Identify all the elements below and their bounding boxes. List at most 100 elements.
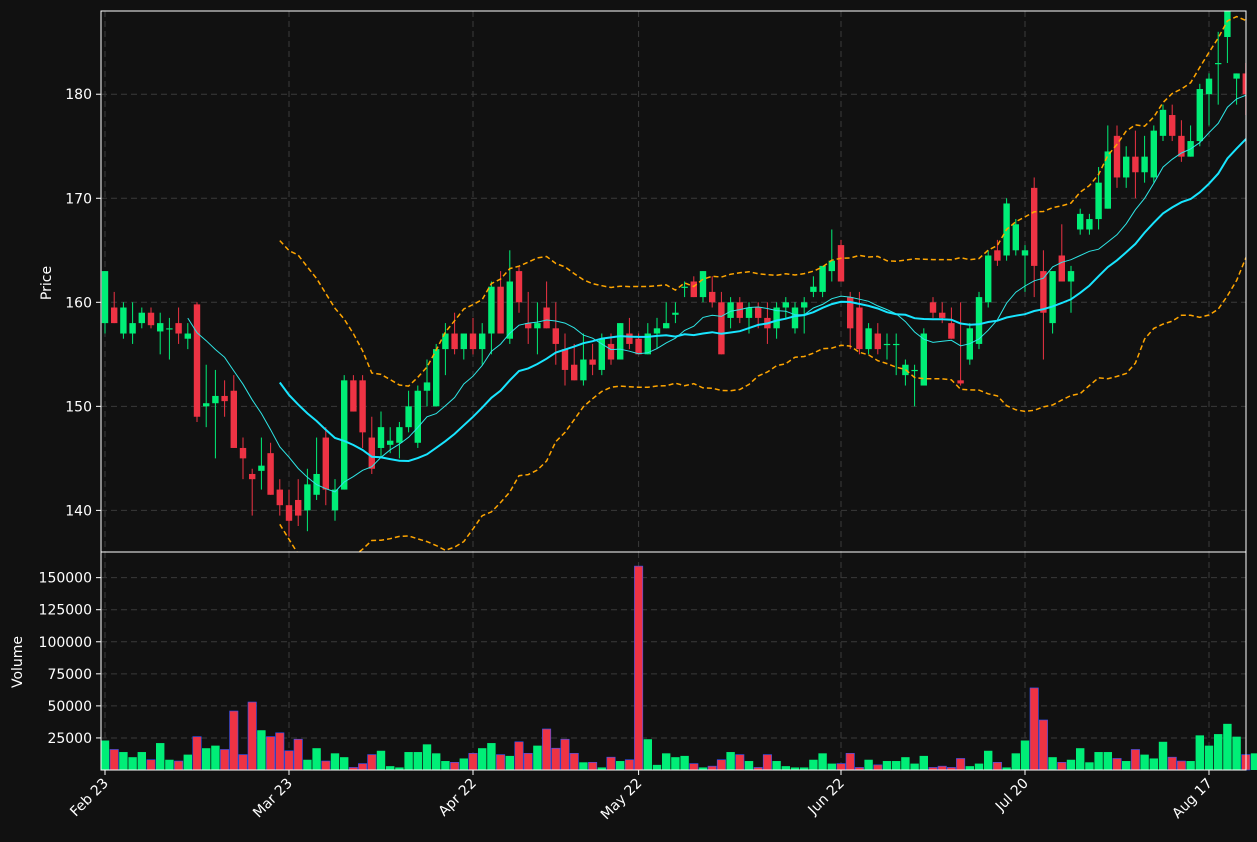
candle-up	[1049, 271, 1056, 324]
volume-bar	[1038, 719, 1048, 771]
volume-bar	[284, 750, 294, 771]
volume-bar	[1094, 752, 1103, 770]
candle-down	[230, 390, 237, 448]
volume-bar	[579, 762, 588, 770]
candle-up	[184, 333, 191, 339]
candle-up	[129, 323, 136, 334]
candle-down	[111, 307, 118, 324]
candle-down	[626, 333, 633, 344]
volume-tick-label: 75000	[47, 667, 92, 683]
candle-up	[1215, 63, 1222, 65]
candle-down	[469, 333, 477, 350]
volume-bar	[560, 738, 570, 771]
volume-bar	[100, 740, 110, 770]
candle-down	[948, 323, 955, 339]
price-tick-label: 180	[65, 87, 92, 103]
candle-up	[1150, 130, 1157, 178]
candle-up	[699, 271, 707, 298]
volume-bar	[634, 565, 644, 771]
volume-bar	[137, 752, 146, 770]
volume-bar	[247, 701, 257, 771]
volume-bar	[404, 752, 413, 770]
volume-bar	[1232, 736, 1241, 770]
candle-up	[920, 333, 927, 386]
candle-up	[580, 359, 587, 381]
candle-down	[249, 473, 256, 480]
volume-bar	[211, 745, 220, 770]
volume-bar	[965, 766, 974, 770]
candle-down	[847, 297, 854, 329]
candle-up	[1086, 219, 1093, 230]
candle-up	[101, 271, 109, 324]
candle-up	[433, 349, 440, 407]
volume-panel-frame	[100, 551, 1247, 771]
volume-bar	[202, 748, 211, 770]
candle-down	[1031, 187, 1038, 266]
volume-bar	[597, 767, 606, 770]
candle-down	[543, 307, 550, 329]
volume-bar	[1122, 761, 1131, 770]
volume-bar	[919, 755, 928, 770]
candle-up	[203, 403, 210, 407]
candle-up	[810, 286, 817, 292]
volume-bar	[624, 759, 634, 771]
price-tick-label: 160	[65, 295, 92, 311]
candle-up	[819, 265, 826, 292]
candle-up	[975, 297, 983, 344]
volume-bar	[827, 763, 836, 770]
moving-average-slow-line	[278, 137, 1246, 463]
candle-up	[341, 380, 348, 490]
candle-up	[1104, 151, 1111, 209]
volume-axis-ticks: 25000 50000 75000 100000 125000 150000	[39, 571, 101, 747]
candle-up	[663, 323, 670, 329]
candle-up	[1123, 156, 1130, 178]
volume-bar	[533, 745, 542, 770]
volume-bar	[864, 759, 873, 770]
candle-down	[856, 307, 863, 350]
volume-bar	[156, 743, 165, 770]
volume-bar	[1112, 758, 1122, 771]
volume-bar	[1149, 758, 1158, 770]
candle-up	[258, 465, 265, 471]
volume-bar	[496, 754, 506, 771]
volume-bar	[238, 754, 248, 771]
volume-bar	[974, 763, 984, 770]
candle-down	[1040, 271, 1047, 313]
candle-down	[451, 333, 458, 350]
volume-bar	[413, 752, 422, 770]
candle-down	[552, 328, 559, 344]
volume-bar	[652, 764, 662, 770]
candle-up	[479, 333, 486, 350]
volume-bar	[992, 762, 1002, 771]
candle-down	[350, 380, 357, 412]
price-tick-label: 170	[65, 191, 92, 207]
candle-up	[138, 312, 145, 324]
candle-down	[1058, 255, 1065, 282]
volume-bar	[662, 753, 671, 770]
volume-bar	[892, 761, 901, 770]
volume-bar	[735, 754, 745, 771]
candle-up	[442, 333, 449, 350]
volume-bar	[606, 756, 616, 771]
volume-bar	[514, 741, 524, 771]
volume-bar	[505, 755, 514, 770]
price-axis-label: Price	[39, 266, 55, 300]
candle-down	[837, 245, 845, 282]
volume-bar	[275, 732, 285, 771]
volume-bar	[183, 754, 192, 770]
volume-bar	[1048, 757, 1057, 770]
volume-bar	[588, 762, 598, 771]
candle-down	[1178, 135, 1185, 157]
candle-up	[331, 489, 339, 511]
volume-bar	[165, 759, 174, 770]
volume-bar	[330, 753, 340, 770]
candle-up	[773, 307, 780, 329]
volume-bar	[910, 763, 919, 770]
candle-down	[755, 307, 762, 318]
volume-bar	[422, 744, 432, 770]
candle-up	[414, 390, 421, 443]
volume-bar	[836, 763, 846, 771]
volume-bar	[1076, 748, 1085, 770]
volume-bar	[266, 736, 276, 771]
